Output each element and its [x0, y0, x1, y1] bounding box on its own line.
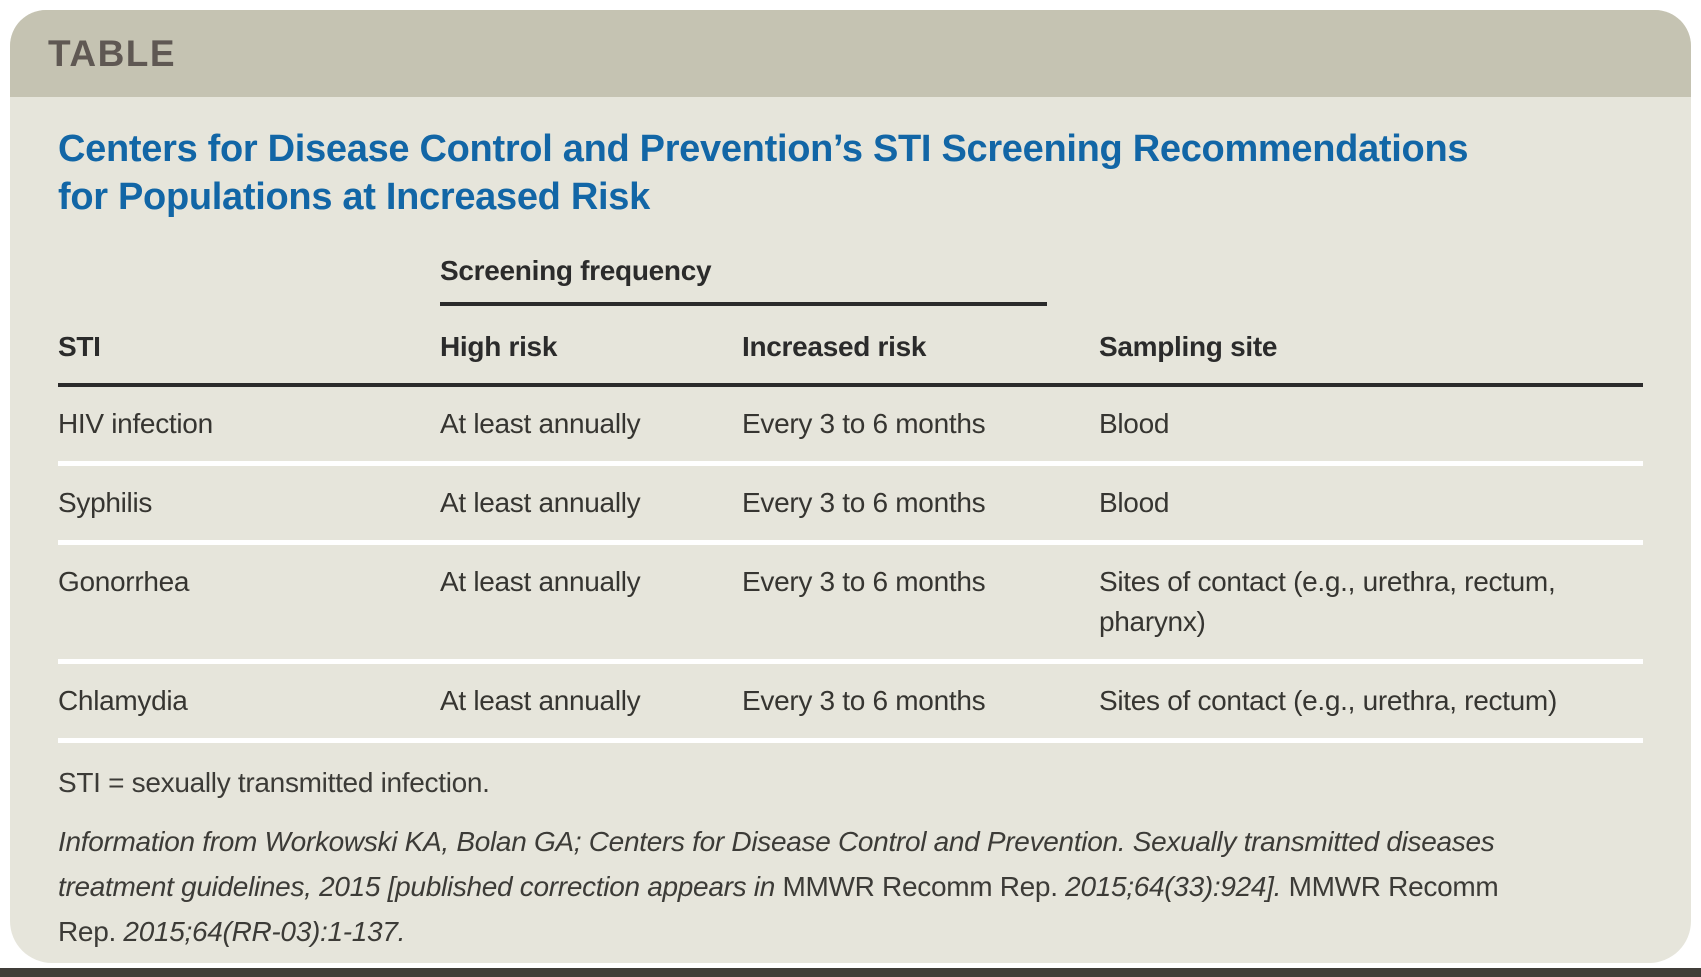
citation-journal-name: MMWR Recomm Rep.: [782, 871, 1058, 902]
panel-content: Centers for Disease Control and Preventi…: [10, 125, 1691, 954]
cell-sti: Syphilis: [58, 487, 153, 518]
table-row: Chlamydia At least annually Every 3 to 6…: [58, 664, 1643, 743]
cell-sampling-site: Blood: [1099, 487, 1170, 518]
bottom-border-bar: [0, 968, 1701, 977]
cell-sti: Gonorrhea: [58, 566, 190, 597]
column-header-high-risk: High risk: [440, 331, 558, 362]
cell-high-risk: At least annually: [440, 408, 641, 439]
table-row: Gonorrhea At least annually Every 3 to 6…: [58, 545, 1643, 664]
table-title: Centers for Disease Control and Preventi…: [58, 125, 1643, 221]
title-line-1: Centers for Disease Control and Preventi…: [58, 128, 1469, 170]
cell-sampling-site: Sites of contact (e.g., urethra, rectum): [1099, 685, 1557, 716]
citation-journal-name: MMWR Recomm Rep.: [58, 871, 1499, 947]
cell-high-risk: At least annually: [440, 487, 641, 518]
column-header-increased-risk: Increased risk: [742, 331, 927, 362]
cell-increased-risk: Every 3 to 6 months: [742, 408, 986, 439]
source-citation: Information from Workowski KA, Bolan GA;…: [58, 819, 1538, 954]
cell-increased-risk: Every 3 to 6 months: [742, 685, 986, 716]
spanner-row: Screening frequency: [58, 255, 1643, 306]
citation-part: 2015;64(33):924].: [1057, 871, 1289, 902]
cell-high-risk: At least annually: [440, 685, 641, 716]
cell-increased-risk: Every 3 to 6 months: [742, 487, 986, 518]
table-panel: TABLE Centers for Disease Control and Pr…: [10, 10, 1691, 963]
table-row: HIV infection At least annually Every 3 …: [58, 387, 1643, 466]
cell-sti: Chlamydia: [58, 685, 188, 716]
kicker-bar: TABLE: [10, 10, 1691, 97]
abbreviation-note: STI = sexually transmitted infection.: [58, 767, 490, 798]
data-table: Screening frequency STI High risk Increa…: [58, 255, 1643, 743]
kicker-label: TABLE: [48, 32, 177, 74]
cell-sti: HIV infection: [58, 408, 213, 439]
column-header-sti: STI: [58, 331, 101, 362]
column-header-sampling-site: Sampling site: [1099, 331, 1278, 362]
citation-part: Information from Workowski KA, Bolan GA;…: [58, 826, 1495, 902]
cell-sampling-site: Blood: [1099, 408, 1170, 439]
spanner-header: Screening frequency: [440, 255, 712, 286]
citation-part: 2015;64(RR-03):1-137.: [115, 916, 406, 947]
cell-increased-risk: Every 3 to 6 months: [742, 566, 986, 597]
spanner-cell: Screening frequency: [440, 255, 1047, 306]
cell-high-risk: At least annually: [440, 566, 641, 597]
cell-sampling-site: Sites of contact (e.g., urethra, rectum,…: [1099, 566, 1556, 637]
column-header-row: STI High risk Increased risk Sampling si…: [58, 306, 1643, 387]
spanner-spacer: [58, 255, 440, 306]
title-line-2: for Populations at Increased Risk: [58, 176, 650, 218]
table-row: Syphilis At least annually Every 3 to 6 …: [58, 466, 1643, 545]
